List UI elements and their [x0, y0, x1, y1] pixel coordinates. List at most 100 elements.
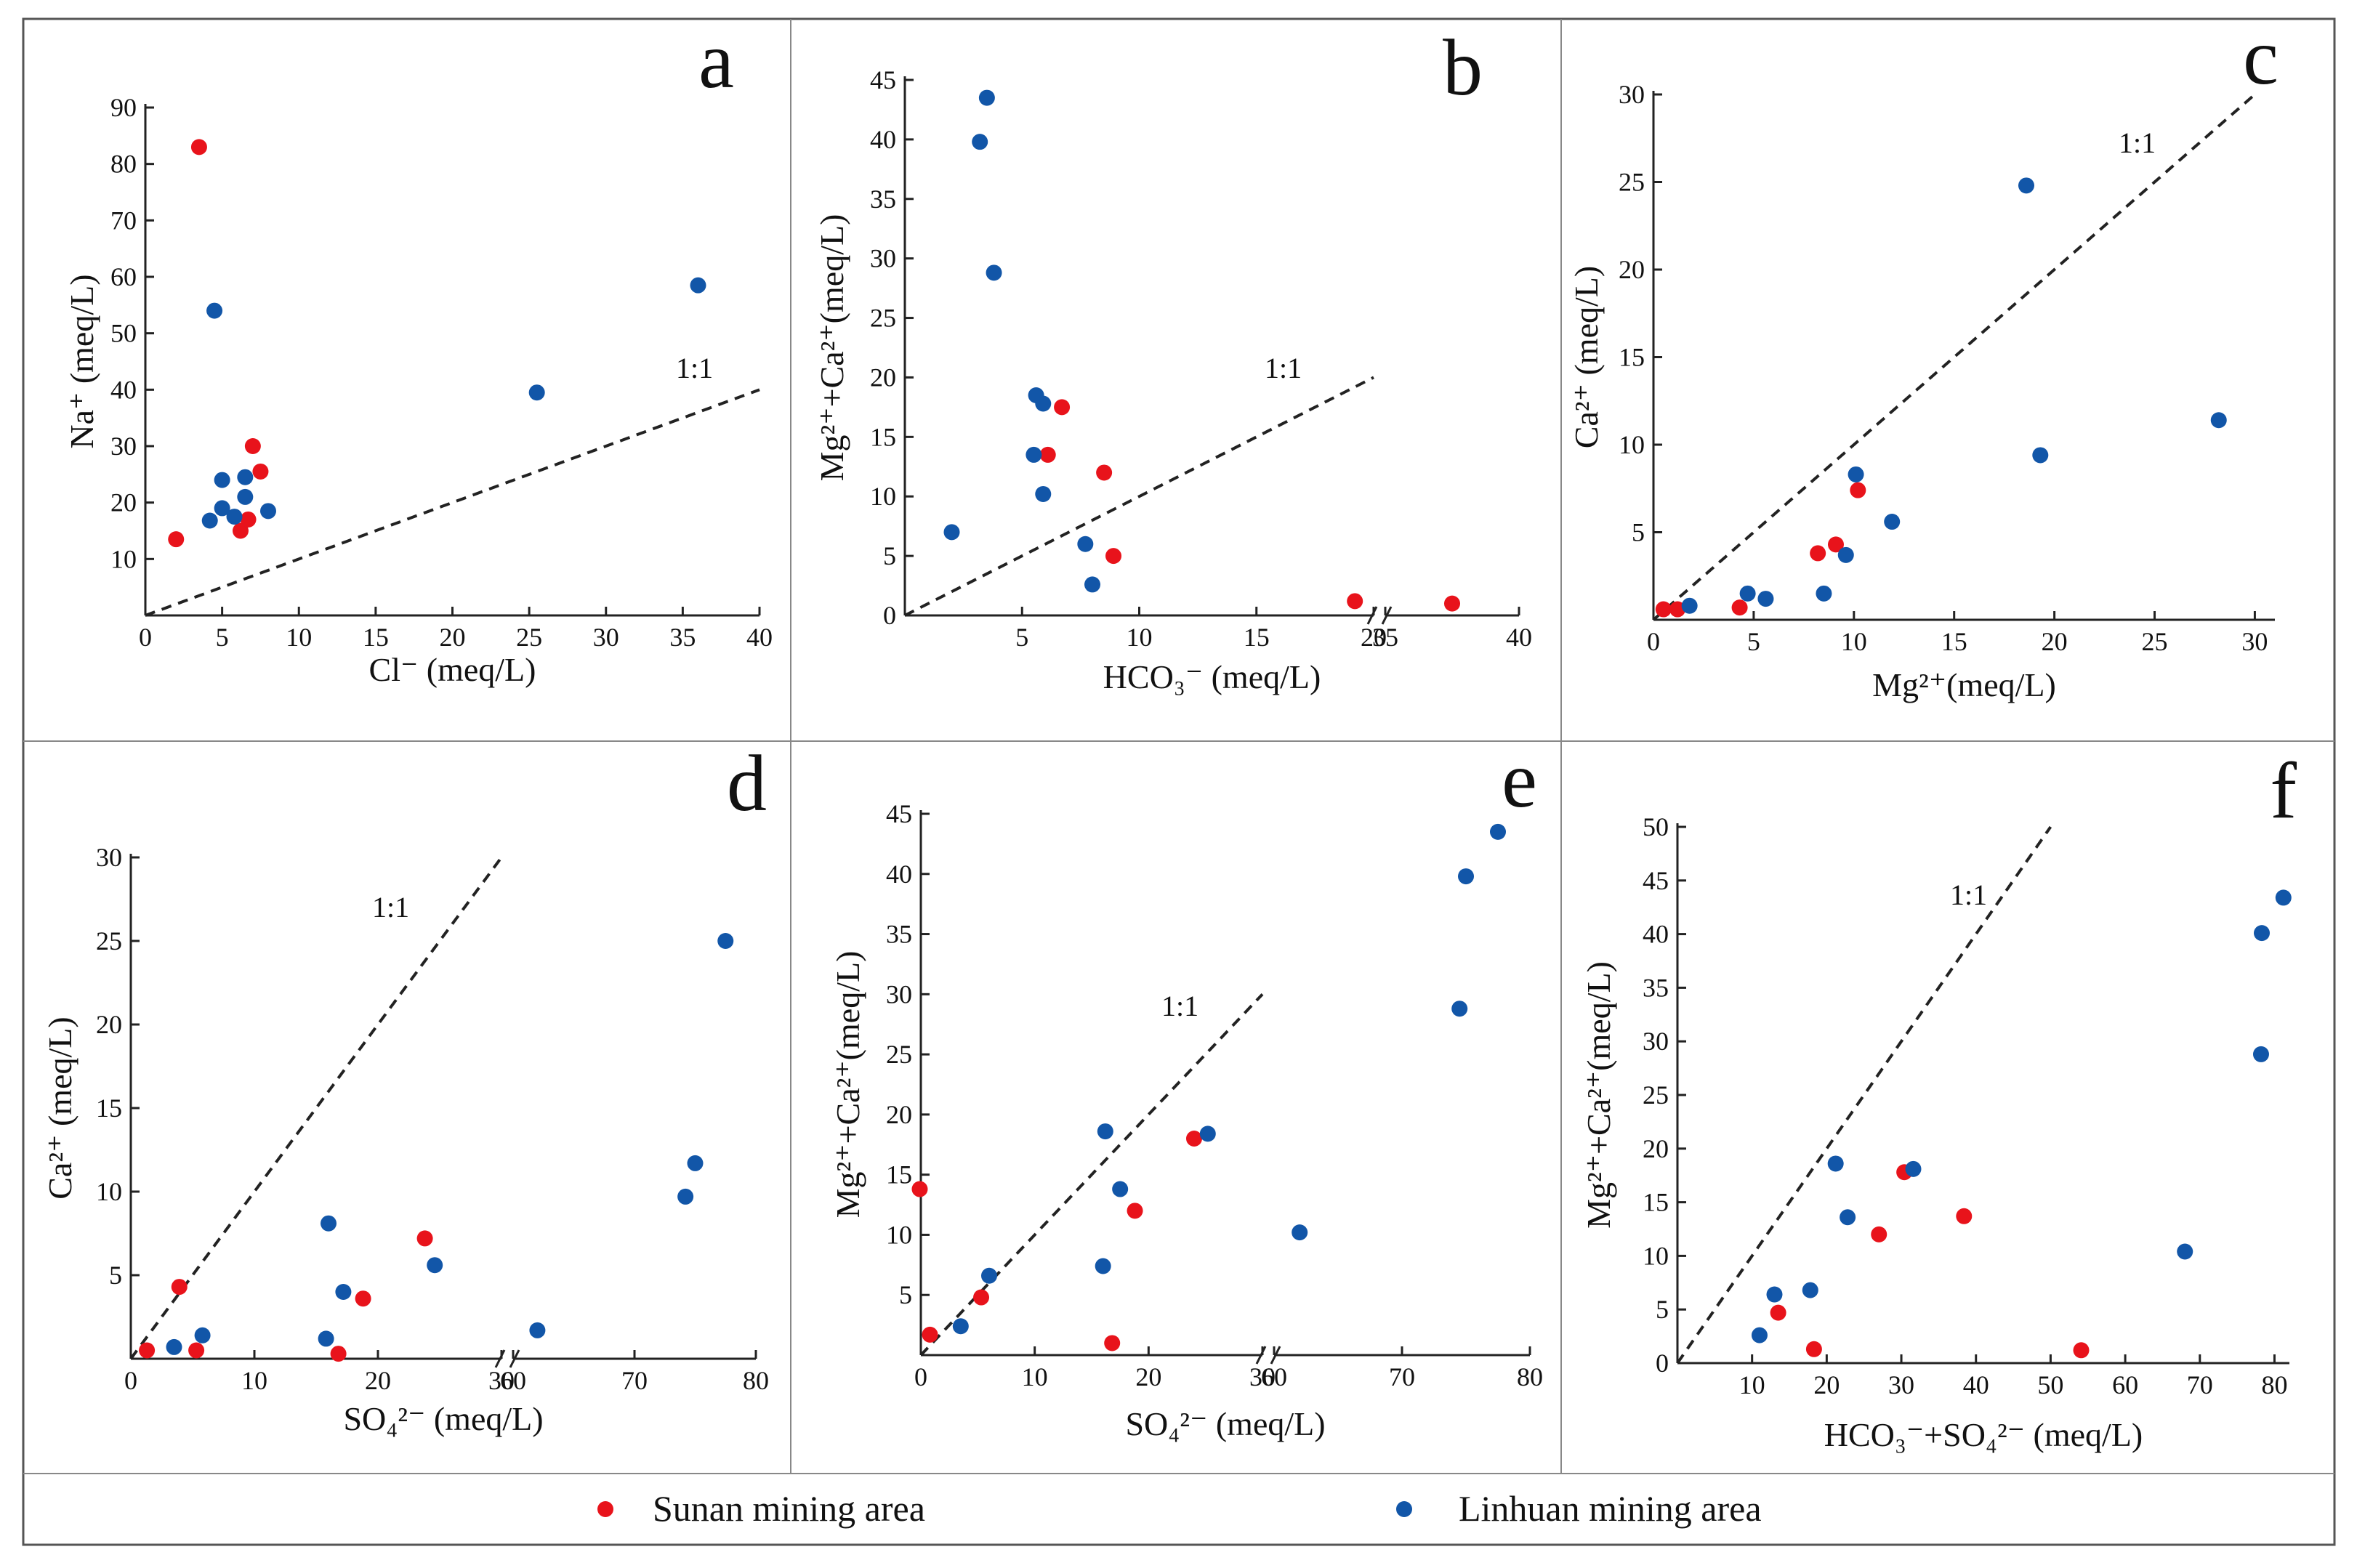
- y-tick-label: 35: [870, 185, 896, 214]
- x-tick-label: 25: [2142, 627, 2168, 656]
- data-point-sunan: [1770, 1304, 1786, 1321]
- data-point-linhuan: [321, 1215, 337, 1232]
- y-tick-label: 10: [1643, 1241, 1669, 1270]
- y-tick-label: 10: [110, 544, 137, 573]
- data-point-sunan: [240, 511, 257, 528]
- y-axis-label: Mg²⁺+Ca²⁺(meq/L): [813, 214, 850, 482]
- y-tick-label: 45: [870, 65, 896, 94]
- legend-label-sunan: Sunan mining area: [653, 1488, 925, 1529]
- data-point-linhuan: [986, 264, 1002, 281]
- legend-marker-sunan: [597, 1501, 613, 1517]
- y-tick-label: 15: [870, 422, 896, 451]
- data-point-sunan: [1810, 545, 1826, 562]
- x-tick-label: 0: [124, 1366, 137, 1395]
- data-point-linhuan: [2018, 177, 2034, 194]
- x-tick-label: 35: [1372, 623, 1398, 652]
- data-point-linhuan: [1084, 576, 1100, 593]
- x-tick-label: 30: [1888, 1370, 1914, 1399]
- y-tick-label: 5: [109, 1261, 122, 1290]
- data-point-linhuan: [194, 1327, 211, 1343]
- x-tick-label: 40: [746, 623, 773, 652]
- data-point-linhuan: [528, 384, 545, 401]
- data-point-linhuan: [166, 1338, 182, 1355]
- panel-letter: b: [1443, 23, 1483, 112]
- data-point-linhuan: [952, 1318, 969, 1335]
- x-tick-label: 10: [1127, 623, 1153, 652]
- y-tick-label: 30: [1619, 80, 1645, 109]
- one-to-one-label: 1:1: [2119, 126, 2156, 159]
- one-to-one-label: 1:1: [1950, 878, 1987, 911]
- data-point-linhuan: [1848, 466, 1864, 482]
- y-tick-label: 10: [886, 1220, 912, 1249]
- x-tick-label: 60: [1261, 1362, 1287, 1391]
- y-tick-label: 50: [110, 319, 137, 348]
- y-tick-label: 5: [1656, 1295, 1669, 1324]
- y-tick-label: 30: [110, 432, 137, 461]
- x-tick-label: 5: [216, 623, 229, 652]
- data-point-linhuan: [717, 933, 734, 949]
- data-point-linhuan: [677, 1188, 694, 1205]
- y-tick-label: 25: [1619, 168, 1645, 197]
- x-tick-label: 35: [669, 623, 696, 652]
- data-point-linhuan: [2210, 412, 2227, 429]
- x-tick-label: 80: [743, 1366, 769, 1395]
- y-tick-label: 40: [110, 375, 137, 404]
- y-tick-label: 40: [886, 860, 912, 889]
- y-tick-label: 25: [1643, 1080, 1669, 1110]
- axis-break-mark: [1270, 1346, 1281, 1365]
- data-point-linhuan: [1840, 1209, 1856, 1226]
- y-tick-label: 15: [886, 1160, 912, 1189]
- x-tick-label: 20: [440, 623, 466, 652]
- y-tick-label: 20: [886, 1100, 912, 1129]
- data-point-sunan: [922, 1326, 938, 1343]
- data-point-linhuan: [1884, 514, 1901, 530]
- y-tick-label: 15: [1643, 1188, 1669, 1217]
- chart-panel-f: 10 20 30 40 50 60 70 80 0 5 10 15 20 25 30 35 40 45 50 1:1 H…: [1580, 746, 2297, 1453]
- y-tick-label: 5: [899, 1280, 912, 1309]
- panels-group: 0 5 10 15 20 25 30 35 401020304050607080901:1Cl⁻…: [41, 12, 2297, 1453]
- data-point-linhuan: [1766, 1286, 1783, 1303]
- one-to-one-line: [919, 993, 1264, 1357]
- x-tick-label: 30: [1249, 1362, 1276, 1391]
- axis-break-mark: [1366, 606, 1378, 625]
- y-tick-label: 35: [1643, 973, 1669, 1002]
- y-axis-label: Ca²⁺ (meq/L): [41, 1017, 78, 1199]
- x-tick-label: 10: [241, 1366, 267, 1395]
- data-point-linhuan: [1739, 585, 1756, 602]
- one-to-one-line: [145, 388, 760, 617]
- data-point-sunan: [2073, 1342, 2090, 1359]
- data-point-sunan: [1347, 593, 1363, 610]
- data-point-sunan: [1127, 1203, 1143, 1219]
- data-point-linhuan: [978, 89, 995, 106]
- data-point-sunan: [1731, 599, 1748, 616]
- y-tick-label: 20: [870, 363, 896, 392]
- legend-marker-linhuan: [1396, 1501, 1412, 1517]
- panel-letter: d: [727, 739, 767, 828]
- data-point-sunan: [168, 531, 185, 548]
- x-axis-label: SO₄²⁻ (meq/L): [343, 1400, 543, 1437]
- data-point-sunan: [171, 1279, 188, 1296]
- one-to-one-line: [1676, 825, 2052, 1365]
- data-point-linhuan: [1837, 546, 1854, 563]
- x-tick-label: 60: [500, 1366, 526, 1395]
- y-tick-label: 20: [1619, 255, 1645, 284]
- data-point-sunan: [973, 1289, 990, 1306]
- x-tick-label: 15: [1941, 627, 1967, 656]
- x-tick-label: 30: [2241, 627, 2268, 656]
- y-tick-label: 5: [883, 541, 896, 570]
- x-axis-label: Mg²⁺(meq/L): [1872, 666, 2056, 703]
- x-tick-label: 10: [286, 623, 312, 652]
- data-point-sunan: [355, 1290, 371, 1307]
- data-point-sunan: [244, 438, 261, 454]
- y-tick-label: 25: [886, 1040, 912, 1069]
- x-tick-label: 0: [1647, 627, 1660, 656]
- data-point-linhuan: [1816, 585, 1832, 602]
- x-tick-label: 30: [593, 623, 619, 652]
- y-tick-label: 45: [886, 799, 912, 828]
- data-point-linhuan: [1077, 536, 1094, 552]
- data-point-linhuan: [1905, 1160, 1922, 1177]
- data-point-sunan: [330, 1346, 347, 1362]
- x-tick-label: 20: [365, 1366, 391, 1395]
